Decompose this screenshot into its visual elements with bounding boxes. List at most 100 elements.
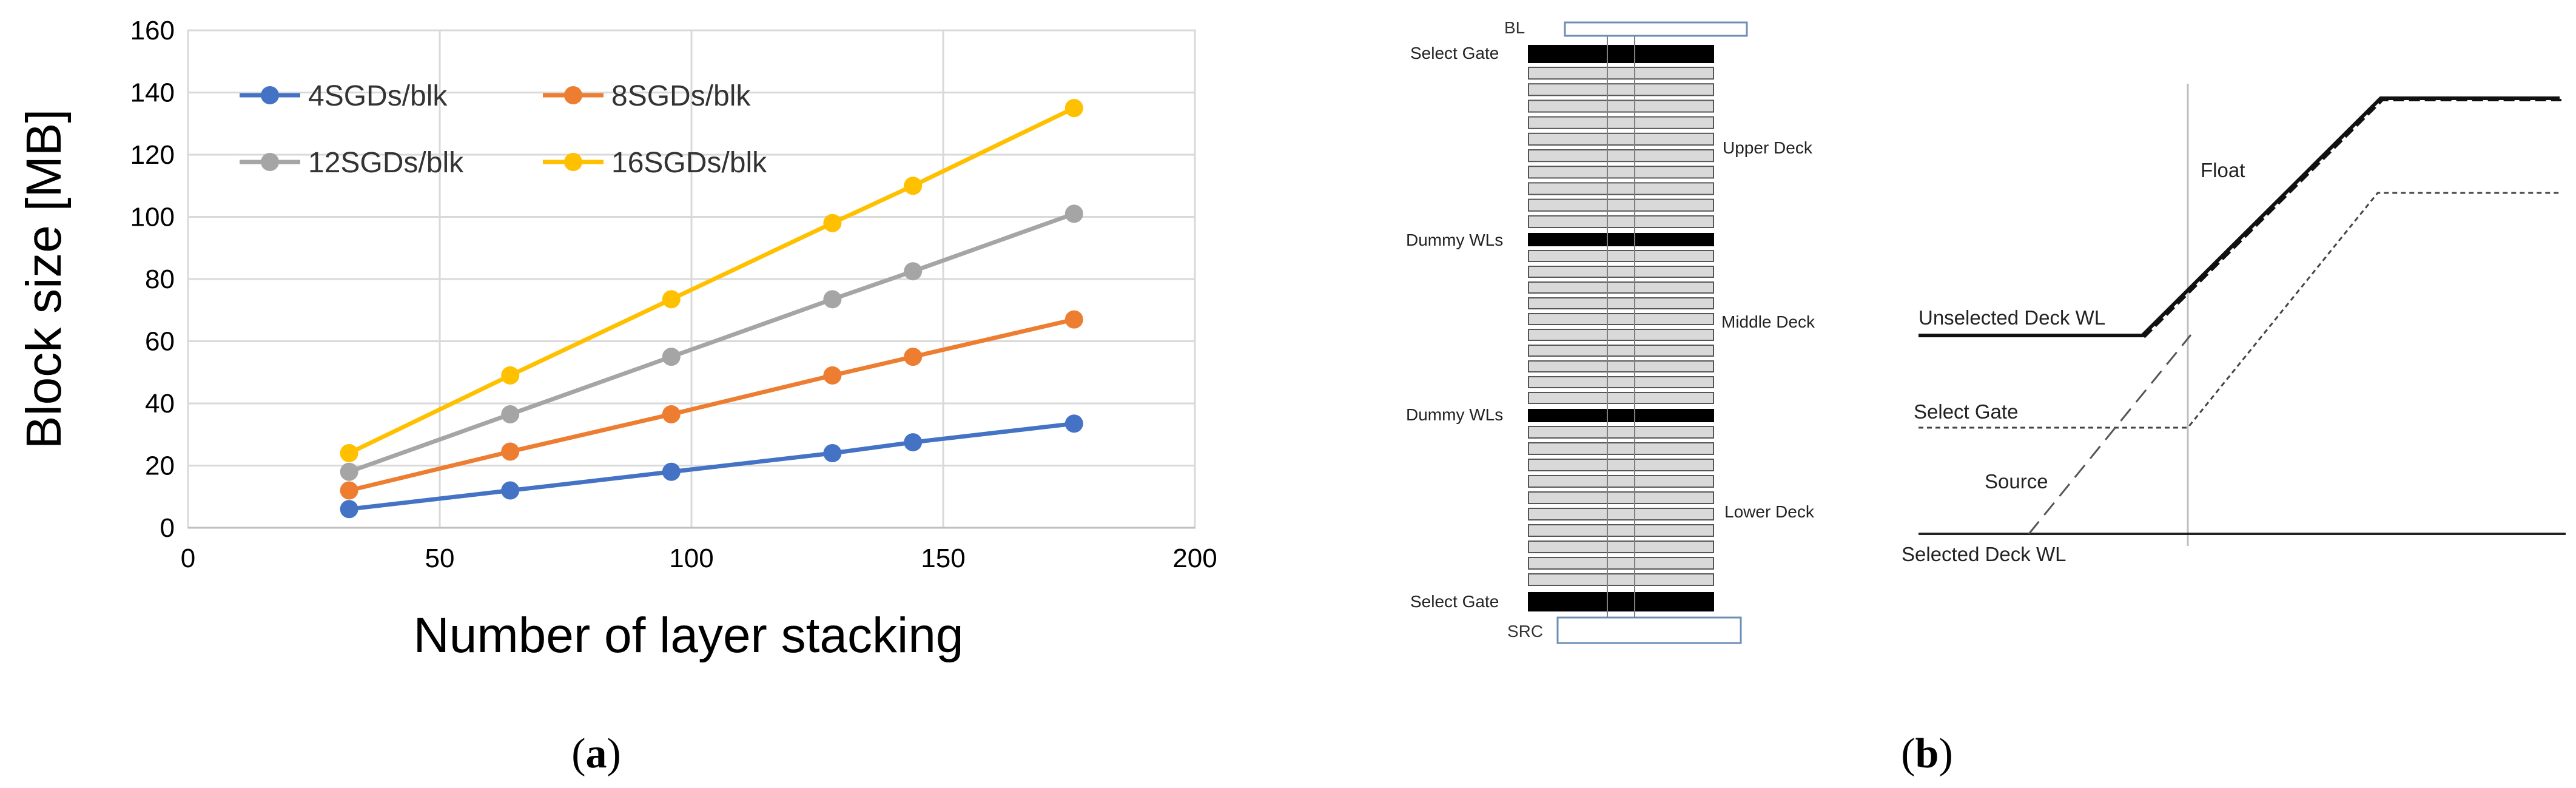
x-tick-label: 100 — [669, 544, 713, 573]
data-point — [662, 348, 681, 366]
wordline-layer — [1528, 508, 1714, 520]
y-tick-label: 100 — [130, 203, 175, 232]
chart-series — [340, 99, 1083, 519]
y-axis-title: Block size [MB] — [16, 109, 72, 449]
data-point — [904, 433, 923, 452]
data-point — [340, 462, 358, 481]
data-point — [501, 405, 520, 423]
wordline-layer — [1528, 475, 1714, 488]
source-box — [1556, 616, 1742, 644]
caption-b: (b) — [1901, 730, 1953, 777]
wordline-layer — [1528, 67, 1714, 80]
dummy-wls-1-label: Dummy WLs — [1406, 231, 1503, 249]
legend-marker — [564, 153, 582, 171]
data-point — [501, 442, 520, 461]
caption-a: (a) — [571, 730, 621, 777]
chart-gridlines — [188, 29, 1196, 528]
x-tick-label: 50 — [425, 544, 455, 573]
series-line — [349, 421, 1075, 511]
series-line — [348, 212, 1075, 474]
wordline-layer — [1528, 182, 1714, 195]
source-trace — [2028, 334, 2192, 534]
x-axis-title: Number of layer stacking — [414, 608, 964, 663]
layer-stack-diagram: BL SRC Select Gate Upper Deck Dummy WLs … — [1406, 18, 1815, 644]
wordline-layer — [1528, 442, 1714, 455]
wordline-layer — [1528, 426, 1714, 439]
select-gate-top-label: Select Gate — [1410, 44, 1499, 62]
select-gate-bottom-layer — [1528, 592, 1714, 611]
data-point — [662, 405, 681, 423]
wordline-layer — [1528, 540, 1714, 553]
wordline-layer — [1528, 281, 1714, 294]
caption-a-letter: a — [586, 730, 607, 777]
selected-deck-wl-label: Selected Deck WL — [1902, 543, 2066, 565]
series-line — [348, 106, 1075, 456]
bitline-box — [1564, 21, 1748, 37]
caption-b-open: ( — [1901, 730, 1915, 777]
wordline-layer — [1528, 491, 1714, 504]
wordline-layer — [1528, 116, 1714, 129]
y-tick-label: 20 — [145, 451, 175, 481]
middle-deck-label: Middle Deck — [1721, 312, 1815, 331]
data-point — [904, 348, 923, 366]
float-label: Float — [2201, 159, 2245, 181]
y-tick-label: 60 — [145, 327, 175, 357]
wordline-layer — [1528, 99, 1714, 113]
wordline-layer — [1528, 250, 1714, 262]
dummy-wls-2-label: Dummy WLs — [1406, 405, 1503, 424]
data-point — [1064, 99, 1083, 118]
select-gate-wave-label: Select Gate — [1914, 400, 2018, 423]
y-tick-label: 80 — [145, 264, 175, 294]
legend-marker — [261, 86, 279, 104]
wordline-layer — [1528, 215, 1714, 228]
x-tick-label: 150 — [921, 544, 965, 573]
wordline-layer — [1528, 573, 1714, 586]
legend-label: 12SGDs/blk — [308, 147, 464, 179]
source-label: Source — [1985, 470, 2048, 493]
wordline-layer — [1528, 166, 1714, 179]
caption-a-close: ) — [607, 730, 621, 777]
caption-b-letter: b — [1915, 730, 1939, 777]
wordline-layer — [1528, 329, 1714, 341]
y-tick-label: 0 — [160, 513, 175, 543]
select-gate-bottom-label: Select Gate — [1410, 592, 1499, 611]
chart-axes: 0 20 40 60 80 100 120 140 160 0 50 100 150 200 — [130, 16, 1217, 573]
wordline-layer — [1528, 83, 1714, 96]
data-point — [904, 262, 923, 281]
data-point — [904, 177, 923, 195]
data-point — [1064, 204, 1083, 223]
chart-block-size: 0 20 40 60 80 100 120 140 160 0 50 100 150 200 4SGDs/… — [16, 16, 1217, 663]
caption-b-close: ) — [1939, 730, 1952, 777]
waveform-diagram: Float Unselected Deck WL Select Gate Sou… — [1902, 84, 2566, 565]
data-point — [340, 444, 358, 462]
wordline-layer — [1528, 266, 1714, 278]
data-point — [662, 462, 681, 481]
x-tick-label: 0 — [181, 544, 195, 573]
data-point — [501, 366, 520, 385]
wordline-layer — [1528, 392, 1714, 404]
unselected-deck-wl-label: Unselected Deck WL — [1919, 306, 2105, 329]
x-tick-label: 200 — [1172, 544, 1217, 573]
y-tick-label: 160 — [130, 16, 175, 45]
legend-label: 8SGDs/blk — [611, 80, 751, 112]
unselected-deck-wl-dash-trace — [2143, 99, 2561, 338]
wordline-layer — [1528, 557, 1714, 570]
data-point — [340, 481, 358, 500]
wordline-layer — [1528, 132, 1714, 146]
wordline-layer — [1528, 345, 1714, 357]
stack-layers — [1528, 45, 1714, 611]
dummy-wl-layer — [1528, 233, 1714, 246]
series-line — [348, 317, 1075, 493]
data-point — [501, 481, 520, 500]
legend-marker — [261, 153, 279, 171]
wordline-layer — [1528, 297, 1714, 309]
wordline-layer — [1528, 313, 1714, 325]
y-tick-label: 140 — [130, 78, 175, 108]
y-tick-label: 120 — [130, 140, 175, 170]
data-point — [823, 444, 842, 462]
legend-label: 16SGDs/blk — [611, 147, 767, 179]
wordline-layer — [1528, 459, 1714, 471]
wordline-layer — [1528, 376, 1714, 388]
wordline-layer — [1528, 360, 1714, 372]
